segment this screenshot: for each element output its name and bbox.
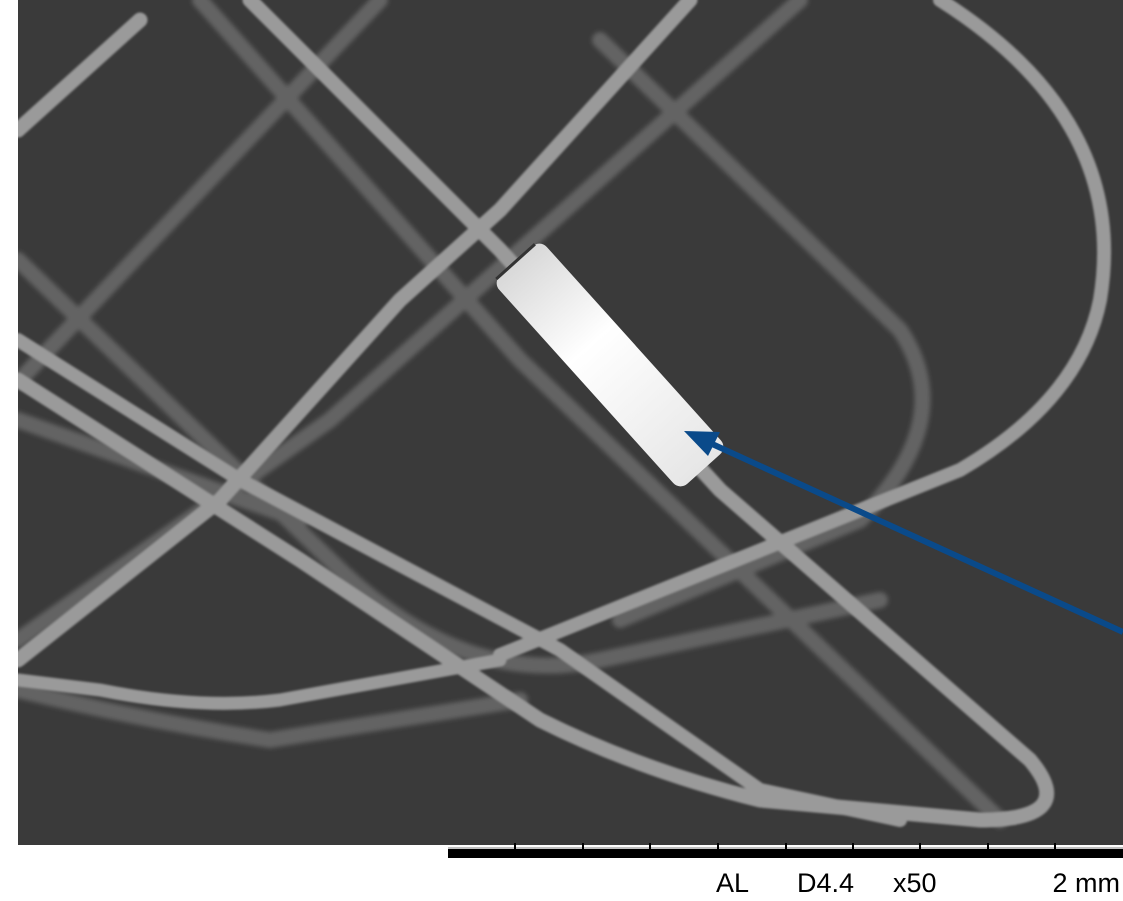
mode-label: AL	[716, 868, 749, 898]
distance-label: D4.4	[797, 868, 854, 898]
micrograph	[18, 0, 1123, 845]
micrograph-view: AL D4.4 x50 2 mm	[0, 0, 1123, 901]
scale-bar	[448, 843, 1123, 858]
scale-label: 2 mm	[1053, 868, 1121, 898]
magnification-label: x50	[893, 868, 937, 898]
page: AL D4.4 x50 2 mm (() => { const data = J…	[0, 0, 1123, 901]
